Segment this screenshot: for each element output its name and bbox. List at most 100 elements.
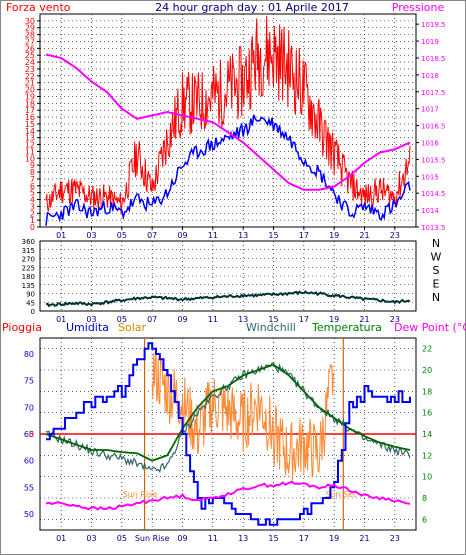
y-right-tick: 1013.5	[421, 224, 446, 232]
direction-panel-series	[45, 290, 411, 308]
compass-label: W	[431, 251, 442, 264]
y-left-tick: 90	[26, 291, 35, 299]
dew-point-line	[45, 480, 411, 511]
pressure-line	[45, 53, 411, 191]
y-right-tick: 8	[422, 494, 427, 503]
y-right-tick: 22	[422, 345, 432, 354]
y-right-tick: 1018.5	[421, 55, 446, 63]
y-left-tick: 12	[25, 141, 35, 150]
y-left-tick: 8	[30, 168, 35, 177]
wind-panel-left-ticks: 0123456789101112131415161718192021222324…	[25, 17, 40, 232]
x-tick-label: 07	[147, 315, 157, 324]
y-left-tick: 360	[22, 238, 35, 246]
y-left-tick: 20	[25, 86, 35, 95]
temperature-line	[45, 363, 411, 462]
x-tick-label: 19	[329, 231, 339, 240]
x-tick-label: Sun Rise	[135, 534, 170, 543]
y-left-tick: 6	[30, 182, 35, 191]
y-left-tick: 27	[25, 37, 35, 46]
y-left-tick: 3	[30, 202, 35, 211]
x-tick-label: 21	[359, 315, 369, 324]
y-left-tick: 45	[26, 299, 35, 307]
x-tick-label: 17	[299, 231, 309, 240]
y-left-tick: 75	[24, 377, 34, 386]
x-tick-label: 19	[329, 534, 339, 543]
x-tick-label: 09	[177, 315, 187, 324]
y-left-tick: 225	[22, 264, 35, 272]
x-tick-label: 19	[329, 315, 339, 324]
x-tick-label: 13	[238, 231, 248, 240]
weather-panel-series: Sun Rise Sun Set	[40, 338, 416, 530]
y-left-tick: 2	[30, 209, 35, 218]
y-left-tick: 55	[24, 483, 34, 492]
x-tick-label: 03	[86, 534, 96, 543]
y-right-tick: 1017	[421, 106, 439, 114]
x-tick-label: 15	[268, 231, 278, 240]
y-left-tick: 135	[22, 282, 35, 290]
y-right-tick: 1016	[421, 139, 439, 147]
y-right-tick: 1014.5	[421, 190, 446, 198]
legend-solar: Solar	[118, 321, 147, 334]
y-left-tick: 17	[25, 106, 35, 115]
x-tick-label: 15	[268, 315, 278, 324]
x-tick-label: 17	[299, 534, 309, 543]
wind-direction-line	[45, 290, 411, 308]
compass-label: N	[432, 291, 440, 304]
x-tick-label: 01	[56, 534, 66, 543]
sunrise-annotation: Sun Rise	[123, 490, 158, 499]
y-left-tick: 0	[31, 308, 35, 316]
y-left-tick: 23	[25, 65, 35, 74]
y-right-tick: 1019.5	[421, 21, 446, 29]
compass-label: E	[433, 278, 440, 291]
weather-panel-x-ticks: 01 03 05 Sun Rise 09 11 13 15 17 19 21 23	[56, 534, 400, 543]
y-left-tick: 24	[25, 58, 35, 67]
solar-line	[151, 347, 334, 484]
y-right-tick: 10	[422, 473, 432, 482]
humidity-line	[46, 342, 411, 526]
wind-panel-right-ticks: 1013.5 1014 1014.5 1015 1015.5 1016 1016.5 1017…	[416, 21, 446, 232]
y-left-tick: 80	[24, 350, 34, 359]
x-tick-label: 23	[390, 534, 400, 543]
y-left-tick: 14	[25, 127, 35, 136]
x-tick-label: 11	[208, 315, 218, 324]
rain-zero-label: 0	[29, 430, 34, 439]
header-left-label: Forza vento	[6, 1, 71, 14]
x-tick-label: 21	[359, 231, 369, 240]
weather-panel-right-ticks: 6 8 10 12 14 16 18 20 22	[422, 345, 432, 525]
wind-speed-line	[45, 15, 411, 214]
y-left-tick: 15	[25, 120, 35, 129]
x-tick-label: 05	[117, 534, 127, 543]
legend-pioggia: Pioggia	[2, 321, 42, 334]
y-left-tick: 315	[22, 247, 35, 255]
y-left-tick: 0	[30, 223, 35, 232]
y-left-tick: 5	[30, 189, 35, 198]
legend-temperatura: Temperatura	[311, 321, 382, 334]
y-left-tick: 19	[25, 92, 35, 101]
wind-panel-series	[45, 15, 411, 226]
legend-dew-point: Dew Point (°C)	[394, 321, 466, 334]
y-left-tick: 25	[25, 51, 35, 60]
legend-umidita: Umidita	[66, 321, 109, 334]
weather-panel-left-ticks: 50 55 60 65 70 75 80 0	[24, 350, 34, 519]
y-right-tick: 1017.5	[421, 89, 446, 97]
x-tick-label: 09	[177, 231, 187, 240]
legend-windchill: Windchill	[246, 321, 296, 334]
x-tick-label: 23	[390, 231, 400, 240]
y-left-tick: 21	[25, 79, 35, 88]
y-right-tick: 6	[422, 515, 427, 524]
x-tick-label: 01	[56, 315, 66, 324]
wind-panel-x-ticks: 01 03 05 07 09 11 13 15 17 19 21 23	[56, 227, 400, 240]
x-tick-label: 09	[177, 534, 187, 543]
y-left-tick: 26	[25, 44, 35, 53]
y-left-tick: 7	[30, 175, 35, 184]
y-left-tick: 270	[22, 256, 35, 264]
weather-legend: Pioggia Umidita Solar Windchill Temperat…	[2, 321, 466, 334]
y-left-tick: 60	[24, 457, 34, 466]
y-left-tick: 22	[25, 72, 35, 81]
y-right-tick: 1019	[421, 38, 439, 46]
y-right-tick: 1018	[421, 72, 439, 80]
y-left-tick: 70	[24, 403, 34, 412]
x-tick-label: 07	[147, 231, 157, 240]
